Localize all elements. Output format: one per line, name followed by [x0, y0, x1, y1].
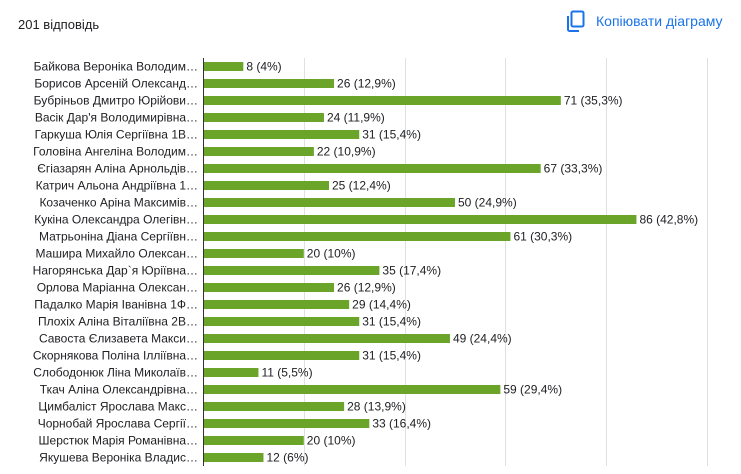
category-label: Савоста Єлизавета Макси…: [39, 332, 198, 346]
data-label: 35 (17,4%): [382, 264, 441, 278]
category-label: Байкова Вероніка Володим…: [34, 60, 198, 74]
category-label: Падалко Марія Іванівна 1Ф…: [34, 298, 198, 312]
category-label: Якушева Вероніка Владис…: [39, 451, 198, 465]
data-label: 31 (15,4%): [362, 349, 421, 363]
category-label: Бубріньов Дмитро Юрійови…: [34, 94, 198, 108]
category-label: Чорнобай Ярослава Сергії…: [38, 417, 198, 431]
data-label: 29 (14,4%): [352, 298, 411, 312]
category-label: Борисов Арсеній Олександ…: [34, 77, 198, 91]
category-label: Васік Дар'я Володимирівна…: [35, 111, 198, 125]
category-label: Машира Михайло Олексан…: [36, 247, 198, 261]
data-label: 28 (13,9%): [347, 400, 406, 414]
bar: [203, 402, 345, 411]
bar: [203, 317, 360, 326]
bar: [203, 283, 335, 292]
bar: [203, 79, 335, 88]
bar: [203, 453, 264, 462]
category-label: Слободонюк Ліна Миколаїв…: [33, 366, 198, 380]
data-label: 8 (4%): [246, 60, 281, 74]
bar: [203, 147, 314, 156]
data-label: 67 (33,3%): [544, 162, 603, 176]
category-label: Кукіна Олександра Олегівн…: [34, 213, 198, 227]
category-label: Головіна Ангеліна Володим…: [33, 145, 198, 159]
data-label: 59 (29,4%): [503, 383, 562, 397]
bar: [203, 436, 304, 445]
bar: [203, 62, 244, 71]
bar: [203, 96, 561, 105]
bar: [203, 368, 259, 377]
data-label: 25 (12,4%): [332, 179, 391, 193]
category-label: Ткач Аліна Олександрівна…: [40, 383, 198, 397]
data-label: 33 (16,4%): [372, 417, 431, 431]
bar: [203, 164, 541, 173]
data-label: 24 (11,9%): [327, 111, 385, 125]
copy-chart-button[interactable]: Копіювати діаграму: [566, 6, 723, 36]
data-label: 61 (30,3%): [513, 230, 572, 244]
category-label: Нагорянська Дар`я Юріївна…: [33, 264, 198, 278]
copy-icon: [567, 10, 585, 32]
data-label: 20 (10%): [307, 247, 356, 261]
category-label: Цимбаліст Ярослава Макс…: [38, 400, 198, 414]
bar: [203, 419, 370, 428]
bar: [203, 249, 304, 258]
response-count: 201 відповідь: [18, 17, 100, 32]
bar: [203, 385, 501, 394]
category-label: Єгіазарян Аліна Арнольдів…: [37, 162, 198, 176]
category-label: Скорнякова Поліна Ілліївна…: [33, 349, 198, 363]
bar: [203, 181, 329, 190]
data-label: 26 (12,9%): [337, 77, 396, 91]
bar: [203, 113, 324, 122]
data-label: 26 (12,9%): [337, 281, 396, 295]
bar: [203, 334, 450, 343]
category-label: Плохіх Аліна Віталіївна 2В…: [38, 315, 198, 329]
category-label: Гаркуша Юлія Сергіївна 1В…: [35, 128, 198, 142]
bar: [203, 300, 350, 309]
data-label: 12 (6%): [266, 451, 308, 465]
data-label: 49 (24,4%): [453, 332, 512, 346]
data-label: 22 (10,9%): [317, 145, 376, 159]
bar: [203, 215, 637, 224]
bar: [203, 266, 380, 275]
bar: [203, 130, 360, 139]
category-label: Шерстюк Марія Романівна…: [39, 434, 198, 448]
category-label: Козаченко Аріна Максимів…: [39, 196, 198, 210]
bar: [203, 351, 360, 360]
data-label: 71 (35,3%): [564, 94, 623, 108]
data-label: 11 (5,5%): [261, 366, 312, 380]
category-label: Орлова Маріанна Олексан…: [37, 281, 198, 295]
category-label: Катрич Альона Андріївна 1…: [36, 179, 198, 193]
data-label: 86 (42,8%): [639, 213, 698, 227]
data-label: 31 (15,4%): [362, 128, 421, 142]
bar: [203, 198, 455, 207]
bar: [203, 232, 511, 241]
data-label: 31 (15,4%): [362, 315, 421, 329]
category-label: Матрьоніна Діана Сергіївн…: [39, 230, 198, 244]
copy-chart-label: Копіювати діаграму: [596, 13, 723, 29]
data-label: 50 (24,9%): [458, 196, 517, 210]
data-label: 20 (10%): [307, 434, 356, 448]
